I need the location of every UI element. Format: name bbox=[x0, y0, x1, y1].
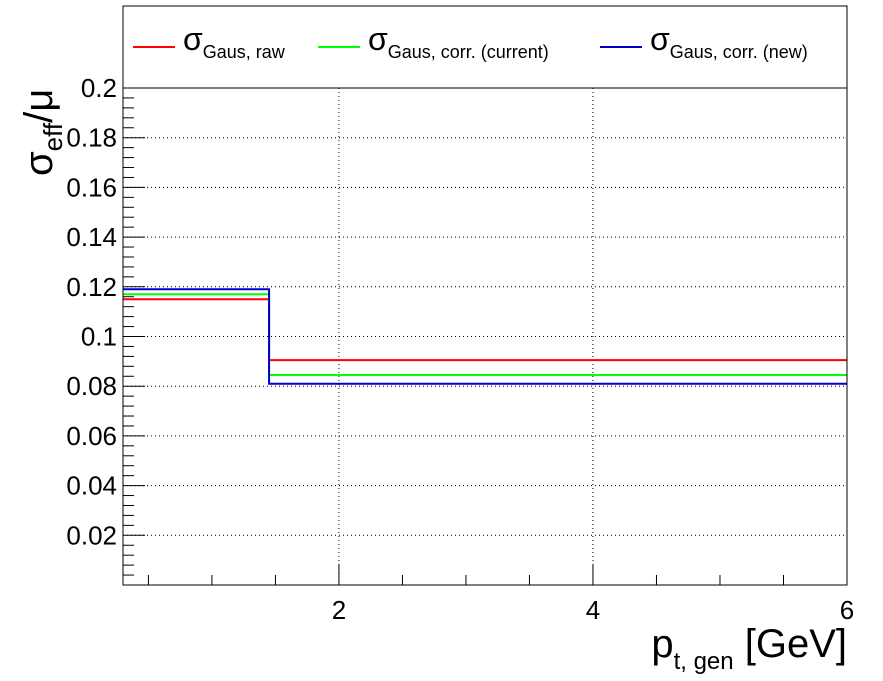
y-axis-title-sub: eff bbox=[38, 122, 68, 151]
y-axis-title-tail: /μ bbox=[17, 89, 61, 123]
legend-items: σGaus, raw σGaus, corr. (current) σGaus, c… bbox=[133, 21, 808, 62]
y-tick-label-4: 0.1 bbox=[81, 322, 117, 352]
y-tick-label-8: 0.18 bbox=[66, 123, 117, 153]
legend-label-sub-1: Gaus, corr. (current) bbox=[388, 42, 549, 62]
y-tick-label-1: 0.04 bbox=[66, 471, 117, 501]
tick-layer bbox=[123, 87, 848, 585]
legend-box bbox=[122, 5, 848, 89]
y-tick-label-6: 0.14 bbox=[66, 222, 117, 252]
series-layer bbox=[123, 288, 847, 385]
legend: σGaus, raw σGaus, corr. (current) σGaus, c… bbox=[122, 5, 848, 89]
series-line-2 bbox=[123, 288, 847, 385]
x-tick-label-1: 4 bbox=[586, 595, 600, 625]
x-axis-title-sub: t, gen bbox=[674, 648, 734, 675]
legend-label-sub-2: Gaus, corr. (new) bbox=[670, 42, 808, 62]
legend-label-sub-0: Gaus, raw bbox=[203, 42, 286, 62]
series-line-1 bbox=[123, 293, 847, 377]
y-tick-label-7: 0.16 bbox=[66, 172, 117, 202]
x-tick-label-0: 2 bbox=[332, 595, 346, 625]
tick-label-layer: 0.02 0.04 0.06 0.08 0.1 0.12 0.14 0.16 0.18 0.2 2 4… bbox=[66, 73, 854, 625]
grid-layer bbox=[123, 87, 848, 585]
legend-label-2: σGaus, corr. (new) bbox=[650, 21, 808, 62]
legend-label-main-2: σ bbox=[650, 21, 670, 57]
y-tick-label-3: 0.08 bbox=[66, 371, 117, 401]
y-axis-title-main: σ bbox=[17, 151, 61, 176]
legend-label-1: σGaus, corr. (current) bbox=[368, 21, 549, 62]
y-axis-title: σeff/μ bbox=[17, 89, 68, 176]
y-tick-label-9: 0.2 bbox=[81, 73, 117, 103]
x-axis-title-main: p bbox=[651, 622, 673, 666]
legend-label-0: σGaus, raw bbox=[183, 21, 286, 62]
series-line-0 bbox=[123, 298, 847, 362]
x-axis-title: pt, gen [GeV] bbox=[651, 622, 847, 675]
y-tick-label-0: 0.02 bbox=[66, 520, 117, 550]
legend-label-main-0: σ bbox=[183, 21, 203, 57]
y-tick-label-5: 0.12 bbox=[66, 272, 117, 302]
y-tick-label-2: 0.06 bbox=[66, 421, 117, 451]
legend-label-main-1: σ bbox=[368, 21, 388, 57]
x-tick-label-2: 6 bbox=[840, 595, 854, 625]
x-axis-title-tail: [GeV] bbox=[734, 622, 847, 666]
